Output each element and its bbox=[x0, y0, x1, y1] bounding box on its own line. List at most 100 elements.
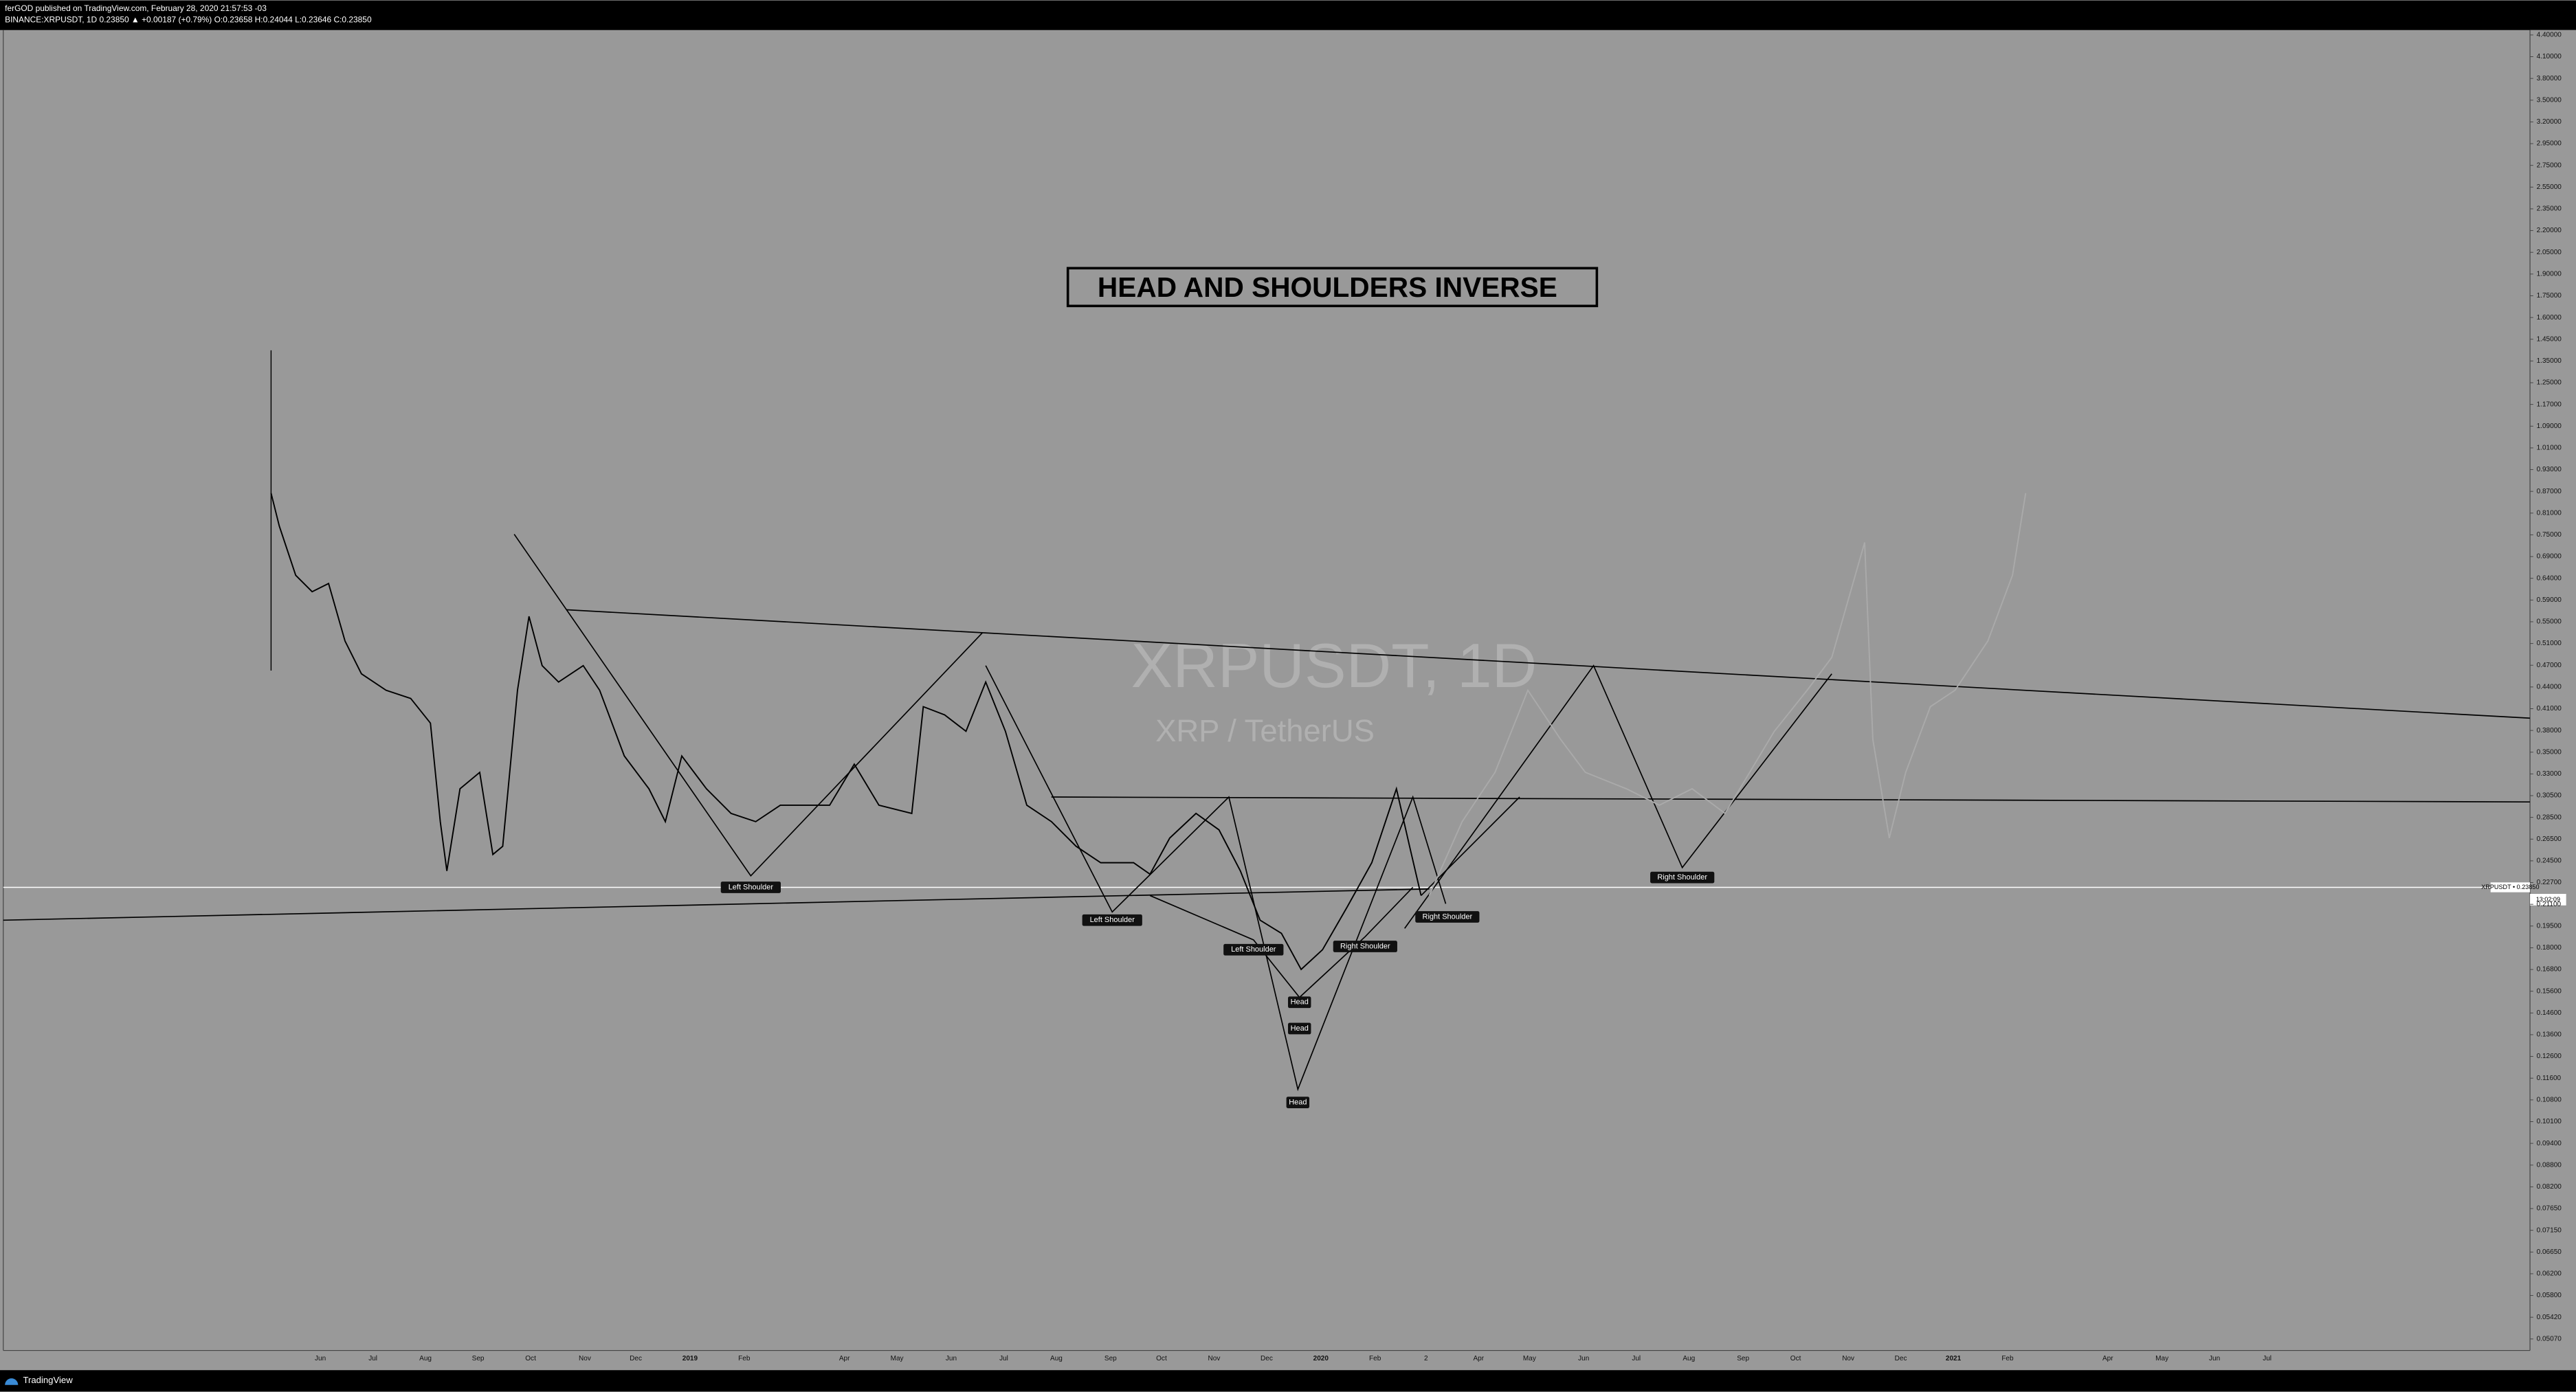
pattern-label: Right Shoulder bbox=[1423, 912, 1473, 921]
price-label: 0.19500 bbox=[2537, 922, 2562, 930]
price-label: 0.13600 bbox=[2537, 1031, 2562, 1039]
price-label: 0.30500 bbox=[2537, 792, 2562, 800]
pattern-label-box bbox=[1223, 943, 1284, 956]
price-label: 0.87000 bbox=[2537, 488, 2562, 495]
time-label: 2019 bbox=[682, 1355, 698, 1362]
time-label: Feb bbox=[1369, 1355, 1381, 1362]
time-label: Aug bbox=[419, 1355, 432, 1362]
price-label: 2.75000 bbox=[2537, 161, 2562, 169]
generated: 4.40000 4.10000 3.80000 3.50000 3.20000 2.950… bbox=[315, 32, 2562, 1363]
time-label: May bbox=[2155, 1355, 2168, 1362]
price-label: 0.05420 bbox=[2537, 1314, 2562, 1321]
price-label: 0.07150 bbox=[2537, 1226, 2562, 1234]
time-label: May bbox=[1523, 1355, 1536, 1362]
pattern-label: Right Shoulder bbox=[1340, 942, 1390, 950]
time-label: Oct bbox=[1156, 1355, 1167, 1362]
footer-bar bbox=[0, 1370, 2576, 1392]
price-label: 0.33000 bbox=[2537, 770, 2562, 778]
price-label: 0.47000 bbox=[2537, 662, 2562, 669]
zigzag-1 bbox=[513, 534, 984, 877]
price-label: 0.93000 bbox=[2537, 466, 2562, 473]
price-label: 0.24500 bbox=[2537, 857, 2562, 865]
time-label: Jul bbox=[368, 1355, 377, 1362]
pattern-label-box bbox=[1650, 871, 1715, 884]
time-label: Jun bbox=[946, 1355, 957, 1362]
projected-series bbox=[1428, 493, 2027, 896]
symbol-line: BINANCE:XRPUSDT, 1D 0.23850 ▲ +0.00187 (… bbox=[5, 15, 372, 25]
time-label: Jun bbox=[315, 1355, 326, 1362]
price-label: 1.60000 bbox=[2537, 314, 2562, 322]
price-label: 0.10800 bbox=[2537, 1097, 2562, 1104]
upper-trendline bbox=[566, 609, 2531, 719]
price-axis bbox=[2530, 30, 2576, 1371]
price-label: 0.16800 bbox=[2537, 966, 2562, 974]
price-label: 1.35000 bbox=[2537, 357, 2562, 365]
price-label: 0.21100 bbox=[2537, 901, 2562, 908]
price-label: 0.08200 bbox=[2537, 1183, 2562, 1191]
zigzag-2 bbox=[985, 665, 1447, 1092]
time-label: Sep bbox=[472, 1355, 485, 1362]
title: HEAD AND SHOULDERS INVERSE bbox=[1098, 271, 1557, 303]
time-label: Jul bbox=[999, 1355, 1008, 1362]
countdown-tag bbox=[2530, 894, 2566, 906]
time-label: Dec bbox=[1261, 1355, 1273, 1362]
time-label: Sep bbox=[1104, 1355, 1117, 1362]
time-label: Sep bbox=[1737, 1355, 1749, 1362]
title-box bbox=[1066, 267, 1599, 308]
pattern-label-box bbox=[1288, 1022, 1311, 1035]
time-label: 2020 bbox=[1313, 1355, 1329, 1362]
time-label: May bbox=[891, 1355, 904, 1362]
time-label: Oct bbox=[525, 1355, 536, 1362]
price-label: 0.44000 bbox=[2537, 684, 2562, 691]
logo-icon bbox=[5, 1378, 19, 1385]
pattern-label: Left Shoulder bbox=[729, 883, 774, 891]
price-label: 1.45000 bbox=[2537, 335, 2562, 343]
pattern-label-box bbox=[1286, 1097, 1310, 1108]
price-label: 3.50000 bbox=[2537, 96, 2562, 104]
neckline bbox=[1051, 796, 2531, 803]
price-label: 1.17000 bbox=[2537, 401, 2562, 408]
price-label: 3.80000 bbox=[2537, 75, 2562, 82]
time-label: 2021 bbox=[1946, 1355, 1962, 1362]
price-label: 0.15600 bbox=[2537, 987, 2562, 995]
time-label: Apr bbox=[2102, 1355, 2113, 1362]
price-label: 0.28500 bbox=[2537, 813, 2562, 821]
projection-2 bbox=[1421, 796, 1520, 897]
time-label: 2 bbox=[1424, 1355, 1428, 1362]
time-label: Jun bbox=[2209, 1355, 2220, 1362]
price-label: 0.14600 bbox=[2537, 1009, 2562, 1017]
lower-trendline bbox=[3, 888, 1430, 921]
pattern-label: Left Shoulder bbox=[1090, 916, 1135, 924]
pattern-label-box bbox=[1415, 911, 1480, 923]
price-label: 0.69000 bbox=[2537, 553, 2562, 561]
countdown: 13:02:09 bbox=[2536, 896, 2560, 903]
price-label: 1.09000 bbox=[2537, 423, 2562, 430]
price-label: 0.05800 bbox=[2537, 1292, 2562, 1299]
time-label: Oct bbox=[1790, 1355, 1801, 1362]
pattern-lines bbox=[3, 534, 2531, 1092]
footer-logo: TradingView bbox=[23, 1375, 73, 1385]
price-label: 0.18000 bbox=[2537, 944, 2562, 952]
price-label: 1.90000 bbox=[2537, 271, 2562, 278]
time-label: Nov bbox=[579, 1355, 591, 1362]
price-label: 0.09400 bbox=[2537, 1140, 2562, 1147]
pattern-label-box bbox=[720, 882, 781, 893]
pattern-label: Head bbox=[1289, 1099, 1307, 1107]
time-label: Aug bbox=[1683, 1355, 1695, 1362]
header-bar bbox=[0, 0, 2576, 30]
price-label: 4.40000 bbox=[2537, 32, 2562, 39]
price-label: 0.26500 bbox=[2537, 835, 2562, 843]
pattern-label-box bbox=[1288, 996, 1311, 1009]
price-label: 0.07650 bbox=[2537, 1205, 2562, 1213]
price-label: 0.10100 bbox=[2537, 1118, 2562, 1125]
price-label: 0.35000 bbox=[2537, 748, 2562, 756]
price-label: 0.08800 bbox=[2537, 1161, 2562, 1169]
price-label: 0.41000 bbox=[2537, 705, 2562, 712]
time-label: Jul bbox=[2263, 1355, 2272, 1362]
time-label: Dec bbox=[630, 1355, 642, 1362]
time-label: Nov bbox=[1842, 1355, 1854, 1362]
price-label: 1.75000 bbox=[2537, 292, 2562, 300]
price-label: 0.11600 bbox=[2537, 1075, 2562, 1082]
time-label: Jul bbox=[1632, 1355, 1641, 1362]
